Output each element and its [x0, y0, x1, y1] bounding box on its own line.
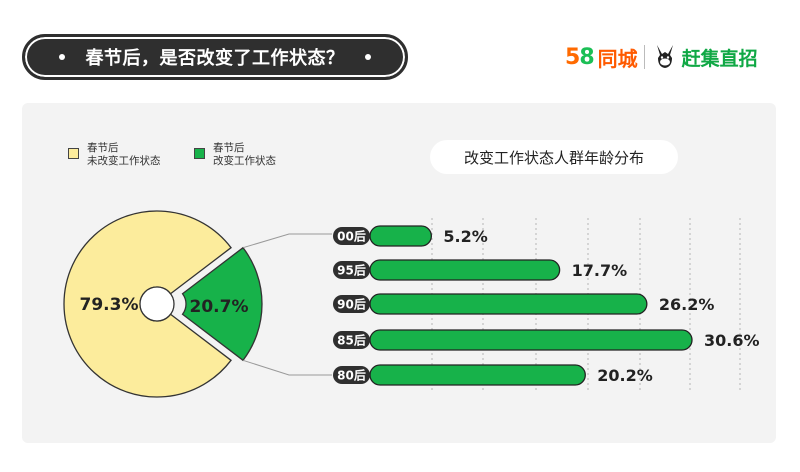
category-label-1: 95后 [337, 263, 366, 278]
legend-unchanged-line2: 未改变工作状态 [87, 155, 161, 167]
pie-slice-changed [181, 246, 263, 362]
value-label-4: 20.2% [597, 366, 653, 385]
bar-4 [369, 364, 586, 386]
category-pill-1 [333, 261, 370, 279]
bar-1 [369, 259, 561, 281]
value-label-0: 5.2% [443, 227, 487, 246]
bar-3 [369, 329, 693, 351]
legend-unchanged: 春节后 未改变工作状态 [68, 142, 161, 168]
bar-0 [369, 225, 433, 247]
legend-changed-line2: 改变工作状态 [213, 155, 276, 167]
pie-chart: 79.3% 20.7% [63, 210, 263, 398]
bar-chart: 00后 5.2% 95后 17.7% 90后 26.2% 85后 30.6% 80后 20.2% [333, 218, 760, 390]
category-pill-0 [333, 227, 370, 245]
category-label-2: 90后 [337, 297, 366, 312]
ganji-donkey-icon [656, 45, 673, 68]
legend-changed: 春节后 改变工作状态 [194, 142, 276, 168]
pie-label-unchanged: 79.3% [80, 295, 139, 315]
pie-label-changed: 20.7% [190, 297, 249, 317]
category-pill-2 [333, 295, 370, 313]
category-pill-4 [333, 366, 370, 384]
left-dot-icon [59, 54, 65, 60]
right-dot-icon [365, 54, 371, 60]
value-label-1: 17.7% [572, 261, 628, 280]
value-label-2: 26.2% [659, 295, 715, 314]
connector-top [242, 233, 332, 249]
bar-2 [369, 293, 648, 315]
category-label-0: 00后 [337, 229, 366, 244]
legend-changed-line1: 春节后 [213, 142, 245, 154]
title-banner: 春节后，是否改变了工作状态？ [22, 34, 408, 80]
logo-58: 58 [565, 44, 595, 70]
logo-divider [643, 45, 645, 69]
category-label-3: 85后 [337, 333, 366, 348]
connector-bottom [242, 359, 332, 376]
connector-lines [242, 233, 332, 376]
page-title: 春节后，是否改变了工作状态？ [85, 48, 345, 69]
legend-swatch-unchanged [68, 148, 79, 159]
pie-center-hole [139, 286, 175, 322]
category-label-4: 80后 [337, 368, 366, 383]
legend-label-unchanged: 春节后 未改变工作状态 [87, 142, 161, 168]
logo-ganji-zhizhao: 赶集直招 [681, 47, 758, 70]
category-pill-3 [333, 331, 370, 349]
legend-unchanged-line1: 春节后 [87, 142, 119, 154]
legend-label-changed: 春节后 改变工作状态 [213, 142, 276, 168]
logo-digit-8: 8 [579, 44, 594, 70]
logo-tongcheng: 同城 [597, 46, 638, 71]
logo-digit-5: 5 [565, 44, 580, 70]
legend-swatch-changed [194, 148, 205, 159]
bar-chart-title: 改变工作状态人群年龄分布 [430, 140, 678, 174]
brand-logo: 58 同城 赶集直招 [565, 36, 758, 78]
value-label-3: 30.6% [704, 331, 760, 350]
